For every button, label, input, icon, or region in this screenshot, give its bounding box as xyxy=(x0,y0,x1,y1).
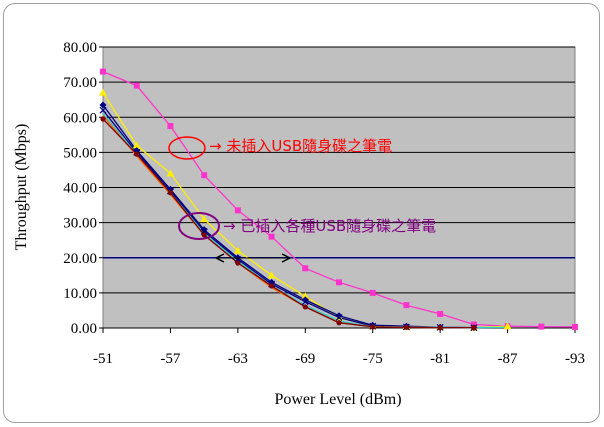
data-point-0-2 xyxy=(167,123,174,130)
data-point-2-0 xyxy=(99,101,107,109)
data-point-1-0 xyxy=(99,88,107,96)
data-point-0-7 xyxy=(336,279,342,286)
series-line-6 xyxy=(102,118,474,329)
annotation-ellipse-1 xyxy=(168,136,206,160)
data-point-6-0 xyxy=(100,116,106,122)
data-point-6-11 xyxy=(471,325,477,331)
y-tick-label: 50.00 xyxy=(63,145,97,161)
annotation-label-2: → 已插入各種USB隨身碟之筆電 xyxy=(223,217,436,235)
data-point-0-10 xyxy=(437,310,444,317)
x-tick-label: -63 xyxy=(228,351,248,367)
data-point-3-7 xyxy=(335,314,343,321)
y-tick-label: 40.00 xyxy=(63,181,97,197)
annotation-label-1: → 未插入USB隨身碟之筆電 xyxy=(209,137,392,155)
data-point-2-3 xyxy=(200,226,208,234)
y-tick-label: 80.00 xyxy=(63,40,97,56)
y-tick-label: 60.00 xyxy=(63,110,97,126)
data-point-1-1 xyxy=(132,141,141,149)
x-tick-label: -69 xyxy=(295,351,315,367)
data-point-0-13 xyxy=(538,323,545,330)
data-point-0-5 xyxy=(268,233,275,240)
data-point-3-6 xyxy=(301,298,309,306)
data-point-0-9 xyxy=(403,302,410,309)
annotation-ellipse-2 xyxy=(178,212,220,240)
data-point-6-5 xyxy=(268,283,275,289)
data-point-1-2 xyxy=(166,169,175,177)
data-point-1-3 xyxy=(200,215,209,223)
markers-group xyxy=(99,68,578,332)
data-point-1-5 xyxy=(267,271,276,279)
y-axis-ticks: 0.00 10.00 20.00 30.00 40.00 50.00 60.00 70.00 8… xyxy=(63,40,103,337)
data-point-6-3 xyxy=(201,232,207,238)
range-arrow-left-head xyxy=(215,253,225,263)
data-point-6-8 xyxy=(370,324,376,330)
y-tick-label: 20.00 xyxy=(63,251,97,267)
data-point-1-4 xyxy=(233,246,242,254)
data-point-6-7 xyxy=(336,320,342,326)
data-point-3-0 xyxy=(99,106,107,114)
data-point-6-6 xyxy=(302,304,308,310)
x-tick-label: -51 xyxy=(93,351,113,367)
data-point-0-8 xyxy=(369,289,376,296)
x-tick-label: -87 xyxy=(498,351,518,367)
data-point-0-6 xyxy=(302,265,309,272)
data-point-0-3 xyxy=(201,172,208,179)
range-arrow-right-head xyxy=(281,253,291,263)
x-tick-label: -57 xyxy=(160,351,180,367)
data-point-6-10 xyxy=(437,325,443,331)
y-tick-label: 0.00 xyxy=(71,321,97,337)
data-point-6-2 xyxy=(167,190,174,196)
x-tick-label: -81 xyxy=(430,351,450,367)
x-tick-label: -93 xyxy=(565,351,585,367)
data-point-1-12 xyxy=(503,322,512,330)
data-point-6-1 xyxy=(134,151,140,157)
y-tick-label: 70.00 xyxy=(63,75,97,91)
data-point-0-14 xyxy=(572,323,578,330)
y-axis-title: Throughput (Mbps) xyxy=(13,124,30,251)
data-point-2-7 xyxy=(335,312,343,320)
data-point-6-9 xyxy=(403,324,410,330)
x-axis-title: Power Level (dBm) xyxy=(274,391,401,408)
x-tick-label: -75 xyxy=(363,351,383,367)
x-axis-ticks: -51 -57 -63 -69 -75 -81 -87 -93 xyxy=(93,328,585,367)
y-tick-label: 10.00 xyxy=(63,286,97,302)
data-point-0-0 xyxy=(100,68,106,75)
data-point-1-6 xyxy=(301,292,310,300)
data-point-2-6 xyxy=(301,296,309,304)
data-point-0-1 xyxy=(133,82,140,89)
data-point-6-4 xyxy=(235,260,241,266)
data-point-0-4 xyxy=(234,207,241,214)
y-tick-label: 30.00 xyxy=(63,216,97,232)
